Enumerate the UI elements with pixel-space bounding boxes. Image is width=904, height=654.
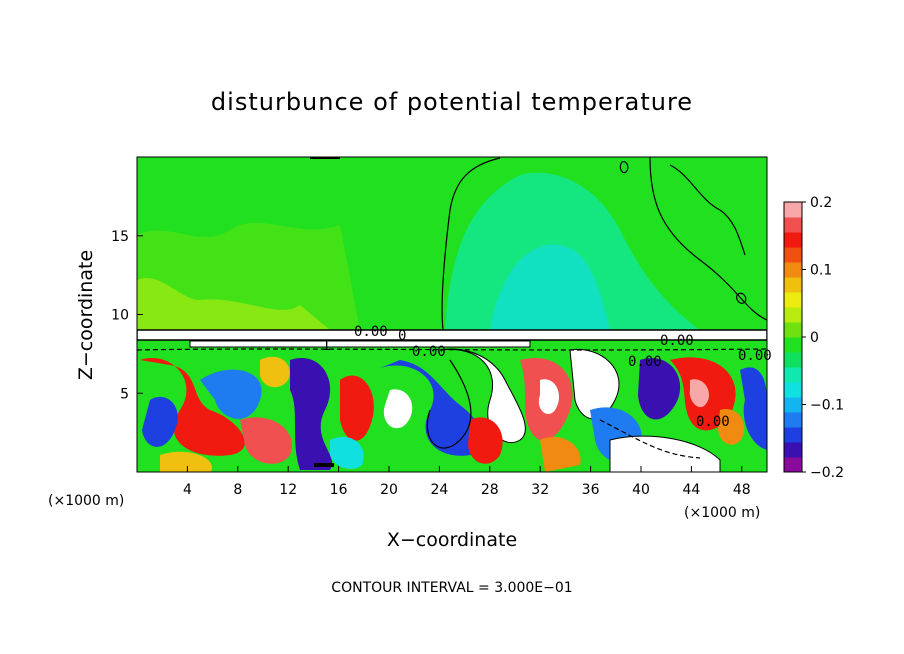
chart-title: disturbunce of potential temperature: [211, 88, 693, 116]
y-tick-label: 10: [111, 308, 129, 324]
colorbar-swatch: [784, 277, 802, 293]
colorbar-swatch: [784, 292, 802, 308]
inversion-band: [137, 329, 767, 341]
colorbar-swatch: [784, 232, 802, 248]
y-axis: 5 10 15: [111, 229, 143, 402]
colorbar-swatch: [784, 367, 802, 383]
top-marker: [310, 157, 340, 159]
contour-label: 1: [322, 338, 330, 354]
y-tick-label: 15: [111, 229, 129, 245]
colorbar-swatch: [784, 322, 802, 338]
x-tick-label: 4: [183, 482, 192, 498]
x-tick-label: 40: [632, 482, 650, 498]
bottom-marker: [314, 463, 334, 467]
y-axis-label: Z−coordinate: [75, 250, 97, 380]
colorbar-tick-label: 0.2: [810, 195, 832, 211]
contour-label: 0.00: [628, 354, 662, 370]
x-tick-label: 24: [430, 482, 448, 498]
x-unit-left: (×1000 m): [48, 493, 124, 509]
x-tick-label: 36: [582, 482, 600, 498]
x-axis: 4 8 12 16 20 24 28 32 36 40 44 48: [183, 466, 751, 498]
colorbar-swatch: [784, 262, 802, 278]
colorbar-swatch: [784, 202, 802, 218]
colorbar-swatch: [784, 427, 802, 443]
colorbar-tick-label: 0.1: [810, 263, 832, 279]
cool-core: [490, 244, 610, 330]
colorbar-swatch: [784, 352, 802, 368]
x-tick-label: 20: [380, 482, 398, 498]
turbulent-blobs: [140, 348, 767, 472]
x-tick-label: 44: [682, 482, 700, 498]
colorbar-swatch: [784, 382, 802, 398]
colorbar-swatch: [784, 457, 802, 473]
colorbar-swatch: [784, 397, 802, 413]
contour-label: 0.00: [696, 414, 730, 430]
x-tick-label: 12: [279, 482, 297, 498]
colorbar-swatch: [784, 247, 802, 263]
warm-region-low: [137, 277, 330, 330]
colorbar-swatch: [784, 442, 802, 458]
colorbar: 0.2 0.1 0 −0.1 −0.2: [783, 195, 844, 481]
x-axis-label: X−coordinate: [387, 529, 517, 551]
x-tick-label: 16: [330, 482, 348, 498]
contour-label: 0: [398, 328, 406, 344]
x-tick-label: 48: [733, 482, 751, 498]
plot-area: [137, 157, 767, 472]
contour-label: 0.00: [412, 344, 446, 360]
colorbar-tick-label: −0.1: [810, 398, 844, 414]
y-tick-label: 5: [120, 386, 129, 402]
x-tick-label: 32: [531, 482, 549, 498]
inversion-band-lower: [189, 340, 531, 348]
x-tick-label: 28: [481, 482, 499, 498]
contour-label: 0.00: [738, 348, 772, 364]
contour-interval-note: CONTOUR INTERVAL = 3.000E−01: [331, 580, 572, 596]
colorbar-swatch: [784, 412, 802, 428]
colorbar-swatch: [784, 337, 802, 353]
x-tick-label: 8: [233, 482, 242, 498]
contour-label: 0.00: [354, 324, 388, 340]
colorbar-swatch: [784, 307, 802, 323]
colorbar-swatch: [784, 217, 802, 233]
colorbar-tick-label: 0: [810, 330, 819, 346]
contour-labels: 0.00 0.00 0.00 0.00 0.00 1 0 0.00: [322, 324, 772, 430]
colorbar-tick-label: −0.2: [810, 465, 844, 481]
contour-label: 0.00: [660, 333, 694, 349]
x-unit-right: (×1000 m): [684, 505, 760, 521]
